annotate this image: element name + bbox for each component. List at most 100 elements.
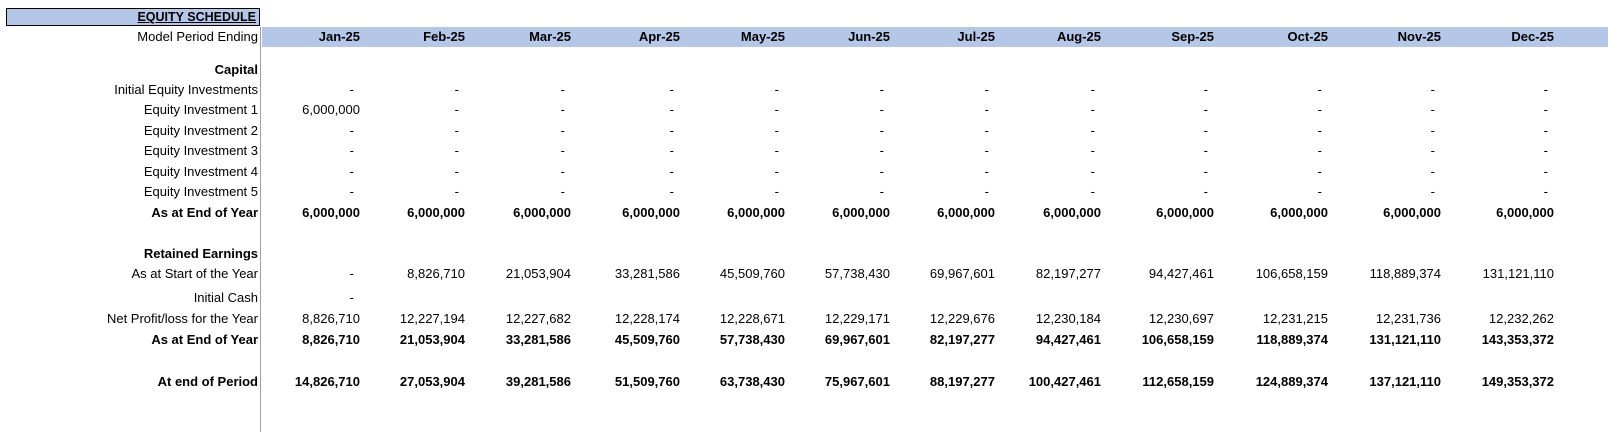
value-cell[interactable]: - [560,102,565,117]
value-cell[interactable]: - [1430,184,1435,199]
value-cell[interactable]: 8,826,710 [302,311,360,326]
value-cell[interactable]: 124,889,374 [1255,374,1328,389]
value-cell[interactable]: 45,509,760 [719,266,785,281]
value-cell[interactable]: 6,000,000 [832,205,890,220]
month-header[interactable]: Jan-25 [318,29,360,44]
value-cell[interactable]: - [1430,82,1435,97]
value-cell[interactable]: 21,053,904 [505,266,571,281]
value-cell[interactable]: - [984,184,989,199]
value-cell[interactable]: - [669,184,674,199]
row-label[interactable]: Net Profit/loss for the Year [106,311,258,326]
value-cell[interactable]: 6,000,000 [302,205,360,220]
value-cell[interactable]: - [1430,123,1435,138]
value-cell[interactable]: - [560,82,565,97]
value-cell[interactable]: - [1090,102,1095,117]
value-cell[interactable]: 75,967,601 [824,374,890,389]
value-cell[interactable]: 106,658,159 [1255,266,1328,281]
row-label[interactable]: Equity Investment 1 [143,102,258,117]
value-cell[interactable]: - [1543,102,1548,117]
value-cell[interactable]: 94,427,461 [1035,332,1101,347]
value-cell[interactable]: - [454,164,459,179]
value-cell[interactable]: 12,231,215 [1262,311,1328,326]
month-header[interactable]: Mar-25 [529,29,571,44]
value-cell[interactable]: - [984,102,989,117]
month-header[interactable]: Dec-25 [1511,29,1554,44]
value-cell[interactable]: 12,227,194 [399,311,465,326]
value-cell[interactable]: - [560,123,565,138]
value-cell[interactable]: 118,889,374 [1369,266,1441,281]
value-cell[interactable]: 137,121,110 [1369,374,1441,389]
value-cell[interactable]: - [1543,82,1548,97]
value-cell[interactable]: - [879,143,884,158]
value-cell[interactable]: 51,509,760 [614,374,680,389]
value-cell[interactable]: - [1090,143,1095,158]
value-cell[interactable]: 33,281,586 [505,332,571,347]
value-cell[interactable]: - [1090,164,1095,179]
month-header[interactable]: Feb-25 [423,29,465,44]
value-cell[interactable]: 6,000,000 [1043,205,1101,220]
value-cell[interactable]: - [349,82,354,97]
value-cell[interactable]: - [1090,82,1095,97]
row-label[interactable]: As at Start of the Year [131,266,258,281]
value-cell[interactable]: - [454,82,459,97]
value-cell[interactable]: 6,000,000 [407,205,465,220]
value-cell[interactable]: - [984,143,989,158]
value-cell[interactable]: 12,230,184 [1035,311,1101,326]
value-cell[interactable]: 100,427,461 [1028,374,1101,389]
value-cell[interactable]: - [560,164,565,179]
value-cell[interactable]: - [774,123,779,138]
value-cell[interactable]: 112,658,159 [1142,374,1214,389]
value-cell[interactable]: - [879,164,884,179]
value-cell[interactable]: 6,000,000 [1270,205,1328,220]
value-cell[interactable]: 149,353,372 [1481,374,1554,389]
value-cell[interactable]: 14,826,710 [294,374,360,389]
value-cell[interactable]: 6,000,000 [727,205,785,220]
value-cell[interactable]: - [1317,82,1322,97]
value-cell[interactable]: - [560,143,565,158]
value-cell[interactable]: - [879,82,884,97]
value-cell[interactable]: - [1317,164,1322,179]
row-label[interactable]: Equity Investment 5 [143,184,258,199]
row-label[interactable]: At end of Period [157,374,258,389]
value-cell[interactable]: - [1203,82,1208,97]
value-cell[interactable]: - [1317,102,1322,117]
value-cell[interactable]: 12,232,262 [1488,311,1554,326]
row-label[interactable]: Initial Equity Investments [114,82,258,97]
value-cell[interactable]: - [1543,143,1548,158]
value-cell[interactable]: 6,000,000 [1496,205,1554,220]
value-cell[interactable]: - [1430,143,1435,158]
value-cell[interactable]: 12,229,676 [929,311,995,326]
value-cell[interactable]: 82,197,277 [929,332,995,347]
value-cell[interactable]: - [1317,143,1322,158]
value-cell[interactable]: - [349,266,354,281]
value-cell[interactable]: - [560,184,565,199]
value-cell[interactable]: - [1317,184,1322,199]
month-header[interactable]: May-25 [740,29,785,44]
title-cell[interactable]: EQUITY SCHEDULE [6,8,260,26]
value-cell[interactable]: 6,000,000 [513,205,571,220]
value-cell[interactable]: 88,197,277 [929,374,995,389]
row-label[interactable]: Initial Cash [193,290,258,305]
value-cell[interactable]: - [1203,184,1208,199]
value-cell[interactable]: - [454,143,459,158]
value-cell[interactable]: 57,738,430 [719,332,785,347]
month-header[interactable]: Nov-25 [1397,29,1441,44]
value-cell[interactable]: 6,000,000 [622,205,680,220]
value-cell[interactable]: - [984,164,989,179]
value-cell[interactable]: - [1543,184,1548,199]
value-cell[interactable]: 118,889,374 [1256,332,1328,347]
value-cell[interactable]: 8,826,710 [302,332,360,347]
value-cell[interactable]: - [349,164,354,179]
value-cell[interactable]: 131,121,110 [1482,266,1554,281]
value-cell[interactable]: - [669,164,674,179]
value-cell[interactable]: 63,738,430 [719,374,785,389]
value-cell[interactable]: - [1430,102,1435,117]
value-cell[interactable]: 45,509,760 [614,332,680,347]
month-header[interactable]: Oct-25 [1287,29,1328,44]
value-cell[interactable]: - [984,123,989,138]
value-cell[interactable]: - [1090,123,1095,138]
row-label[interactable]: Equity Investment 2 [143,123,258,138]
value-cell[interactable]: - [454,123,459,138]
value-cell[interactable]: - [349,290,354,305]
value-cell[interactable]: - [669,123,674,138]
